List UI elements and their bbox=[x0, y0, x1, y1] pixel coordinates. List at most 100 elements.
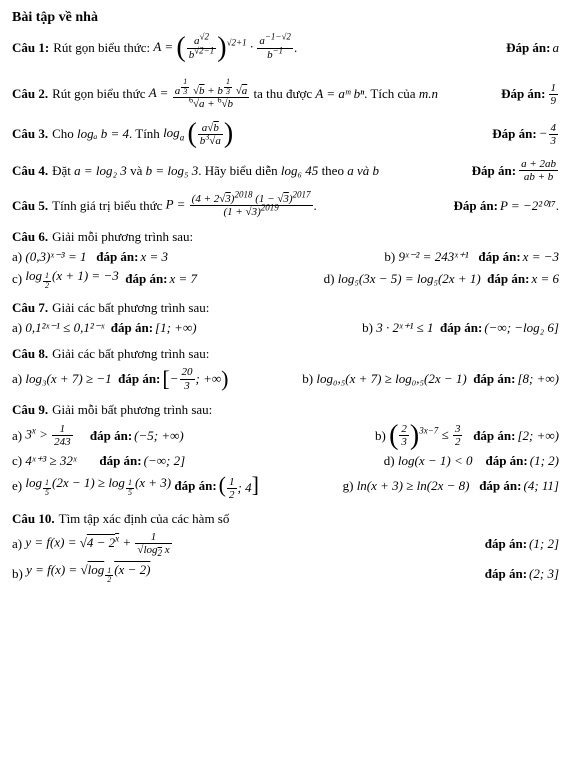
q4-a: a = log₂ 3 bbox=[74, 163, 127, 179]
q1-ans: a bbox=[553, 40, 560, 56]
q1-row: Câu 1: Rút gọn biểu thức: A = a√2b√2−1√2… bbox=[12, 34, 559, 62]
q9-label: Câu 9. bbox=[12, 402, 48, 418]
q4-ans-label: Đáp án: bbox=[472, 163, 516, 179]
q6b-ans: x = −3 bbox=[523, 249, 559, 265]
q9-head: Câu 9. Giải mỗi bất phương trình sau: bbox=[12, 402, 559, 418]
q6-cd: c) log12(x + 1) = −3 đáp án: x = 7 d) lo… bbox=[12, 268, 559, 291]
q10-text: Tìm tập xác định của các hàm số bbox=[59, 511, 230, 527]
q6a: (0,3)ˣ⁻³ = 1 bbox=[25, 249, 86, 265]
q6a-al: đáp án: bbox=[96, 249, 138, 265]
q8-text: Giải các bất phương trình sau: bbox=[52, 346, 209, 362]
q4-text2: . Hãy biểu diễn bbox=[198, 163, 277, 179]
q3-ans: −43 bbox=[539, 122, 559, 147]
q9d-al: đáp án: bbox=[485, 453, 527, 469]
q7b-al: đáp án: bbox=[440, 320, 482, 336]
q4-va: và bbox=[130, 163, 142, 179]
q9g: ln(x + 3) ≥ ln(2x − 8) bbox=[357, 478, 470, 494]
q10a-expr: y = f(x) = 4 − 2x + 1log2 x bbox=[25, 531, 172, 556]
q9-ab: a) 3x > 1243 đáp án: (−5; +∞) b) 233x−7 … bbox=[12, 422, 559, 450]
q4-text: Đặt bbox=[52, 163, 71, 179]
q6c-al: đáp án: bbox=[125, 271, 167, 287]
q5-text: Tính giá trị biểu thức bbox=[52, 198, 162, 214]
q8-label: Câu 8. bbox=[12, 346, 48, 362]
q2-mn: m.n bbox=[419, 86, 438, 102]
q5-label: Câu 5. bbox=[12, 198, 48, 214]
q2-tail2: . Tích của bbox=[364, 86, 415, 102]
q5-expr: P = (4 + 23)2018 (1 − 3)2017 (1 + 3)2019 bbox=[166, 193, 314, 218]
q9b-al: đáp án: bbox=[473, 428, 515, 444]
q4-ab: a và b bbox=[347, 163, 379, 179]
q9e-ans: (12; 4] bbox=[219, 472, 259, 502]
q7a-al: đáp án: bbox=[111, 320, 153, 336]
q2-tail: ta thu được bbox=[253, 86, 312, 102]
q8-ab: a) log₃(x + 7) ≥ −1 đáp án: −203; +∞ b) … bbox=[12, 366, 559, 391]
q7-text: Giải các bất phương trình sau: bbox=[52, 300, 209, 316]
q9c: 4ˣ⁺³ ≥ 32ˣ bbox=[25, 453, 76, 469]
q10b-expr: y = f(x) = log12(x − 2) bbox=[26, 562, 150, 585]
q9-cd: c) 4ˣ⁺³ ≥ 32ˣ đáp án: (−∞; 2] d) log(x −… bbox=[12, 453, 559, 469]
q6-ab: a) (0,3)ˣ⁻³ = 1 đáp án: x = 3 b) 9ˣ⁻² = … bbox=[12, 249, 559, 265]
q9g-ans: (4; 11] bbox=[523, 478, 559, 494]
q9a-al: đáp án: bbox=[90, 428, 132, 444]
q6c: log12(x + 1) = −3 bbox=[25, 268, 118, 291]
q9g-al: đáp án: bbox=[479, 478, 521, 494]
q6b: 9ˣ⁻² = 243ˣ⁺¹ bbox=[399, 249, 469, 265]
q7b-ans: (−∞; −log₂ 6] bbox=[484, 320, 559, 336]
q10a-al: đáp án: bbox=[485, 536, 527, 552]
q2-ans: 19 bbox=[548, 82, 560, 107]
q4-row: Câu 4. Đặt a = log₂ 3 và b = log₅ 3 . Hã… bbox=[12, 158, 559, 183]
q7-head: Câu 7. Giải các bất phương trình sau: bbox=[12, 300, 559, 316]
q3-row: Câu 3. Cho logₐ b = 4 . Tính loga abb3a … bbox=[12, 120, 559, 148]
q4-theo: theo bbox=[322, 163, 344, 179]
q6d-ans: x = 6 bbox=[531, 271, 559, 287]
q3-expr: loga abb3a bbox=[163, 120, 233, 148]
q4-expr: log₆ 45 bbox=[281, 163, 318, 179]
q7-label: Câu 7. bbox=[12, 300, 48, 316]
q6-label: Câu 6. bbox=[12, 229, 48, 245]
q1-ans-label: Đáp án: bbox=[506, 40, 550, 56]
q1-expr: A = a√2b√2−1√2+1 · a−1−√2b−1 bbox=[153, 34, 294, 62]
q2-eq: A = aᵐ bⁿ bbox=[315, 86, 364, 102]
q4-ans: a + 2abab + b bbox=[518, 158, 559, 183]
q2-text: Rút gọn biểu thức bbox=[52, 86, 145, 102]
q8-head: Câu 8. Giải các bất phương trình sau: bbox=[12, 346, 559, 362]
q9a-ans: (−5; +∞) bbox=[134, 428, 184, 444]
q9c-ans: (−∞; 2] bbox=[144, 453, 186, 469]
q8a: log₃(x + 7) ≥ −1 bbox=[25, 371, 111, 387]
q5-row: Câu 5. Tính giá trị biểu thức P = (4 + 2… bbox=[12, 193, 559, 218]
q3-text2: . Tính bbox=[129, 126, 160, 142]
q3-label: Câu 3. bbox=[12, 126, 48, 142]
q2-row: Câu 2. Rút gọn biểu thức A = a13 b + b13… bbox=[12, 78, 559, 110]
q9b-ans: [2; +∞) bbox=[517, 428, 559, 444]
q3-ans-label: Đáp án: bbox=[492, 126, 536, 142]
q9e-al: đáp án: bbox=[174, 478, 216, 494]
q9b: 233x−7 ≤ 32 bbox=[389, 422, 463, 450]
q9a: 3x > 1243 bbox=[25, 423, 73, 448]
q3-text: Cho bbox=[52, 126, 74, 142]
q10-head: Câu 10. Tìm tập xác định của các hàm số bbox=[12, 511, 559, 527]
q9-eg: e) log15(2x − 1) ≥ log15(x + 3) đáp án: … bbox=[12, 472, 559, 502]
q8a-al: đáp án: bbox=[118, 371, 160, 387]
q10b: b) y = f(x) = log12(x − 2) đáp án: (2; 3… bbox=[12, 562, 559, 585]
q6a-ans: x = 3 bbox=[141, 249, 169, 265]
q6-head: Câu 6. Giải mỗi phương trình sau: bbox=[12, 229, 559, 245]
q8a-ans: −203; +∞ bbox=[162, 366, 228, 391]
q4-label: Câu 4. bbox=[12, 163, 48, 179]
q7a-ans: [1; +∞) bbox=[155, 320, 197, 336]
q10b-al: đáp án: bbox=[485, 566, 527, 582]
q7b: 3 · 2ˣ⁺¹ ≤ 1 bbox=[376, 320, 433, 336]
q6c-ans: x = 7 bbox=[170, 271, 198, 287]
q5-ans: P = −2²⁰¹⁷ bbox=[500, 198, 556, 214]
q2-label: Câu 2. bbox=[12, 86, 48, 102]
q10-label: Câu 10. bbox=[12, 511, 55, 527]
q6b-al: đáp án: bbox=[478, 249, 520, 265]
q6-text: Giải mỗi phương trình sau: bbox=[52, 229, 193, 245]
q7a: 0,1²ˣ⁻¹ ≤ 0,1²⁻ˣ bbox=[25, 320, 104, 336]
page-title: Bài tập về nhà bbox=[12, 10, 559, 26]
q8b-al: đáp án: bbox=[473, 371, 515, 387]
q3-cond: logₐ b = 4 bbox=[77, 126, 129, 142]
q8b: log₀,₅(x + 7) ≥ log₀,₅(2x − 1) bbox=[316, 371, 466, 387]
q6d-al: đáp án: bbox=[487, 271, 529, 287]
q9e: log15(2x − 1) ≥ log15(x + 3) bbox=[25, 475, 171, 498]
q10b-ans: (2; 3] bbox=[529, 566, 559, 582]
